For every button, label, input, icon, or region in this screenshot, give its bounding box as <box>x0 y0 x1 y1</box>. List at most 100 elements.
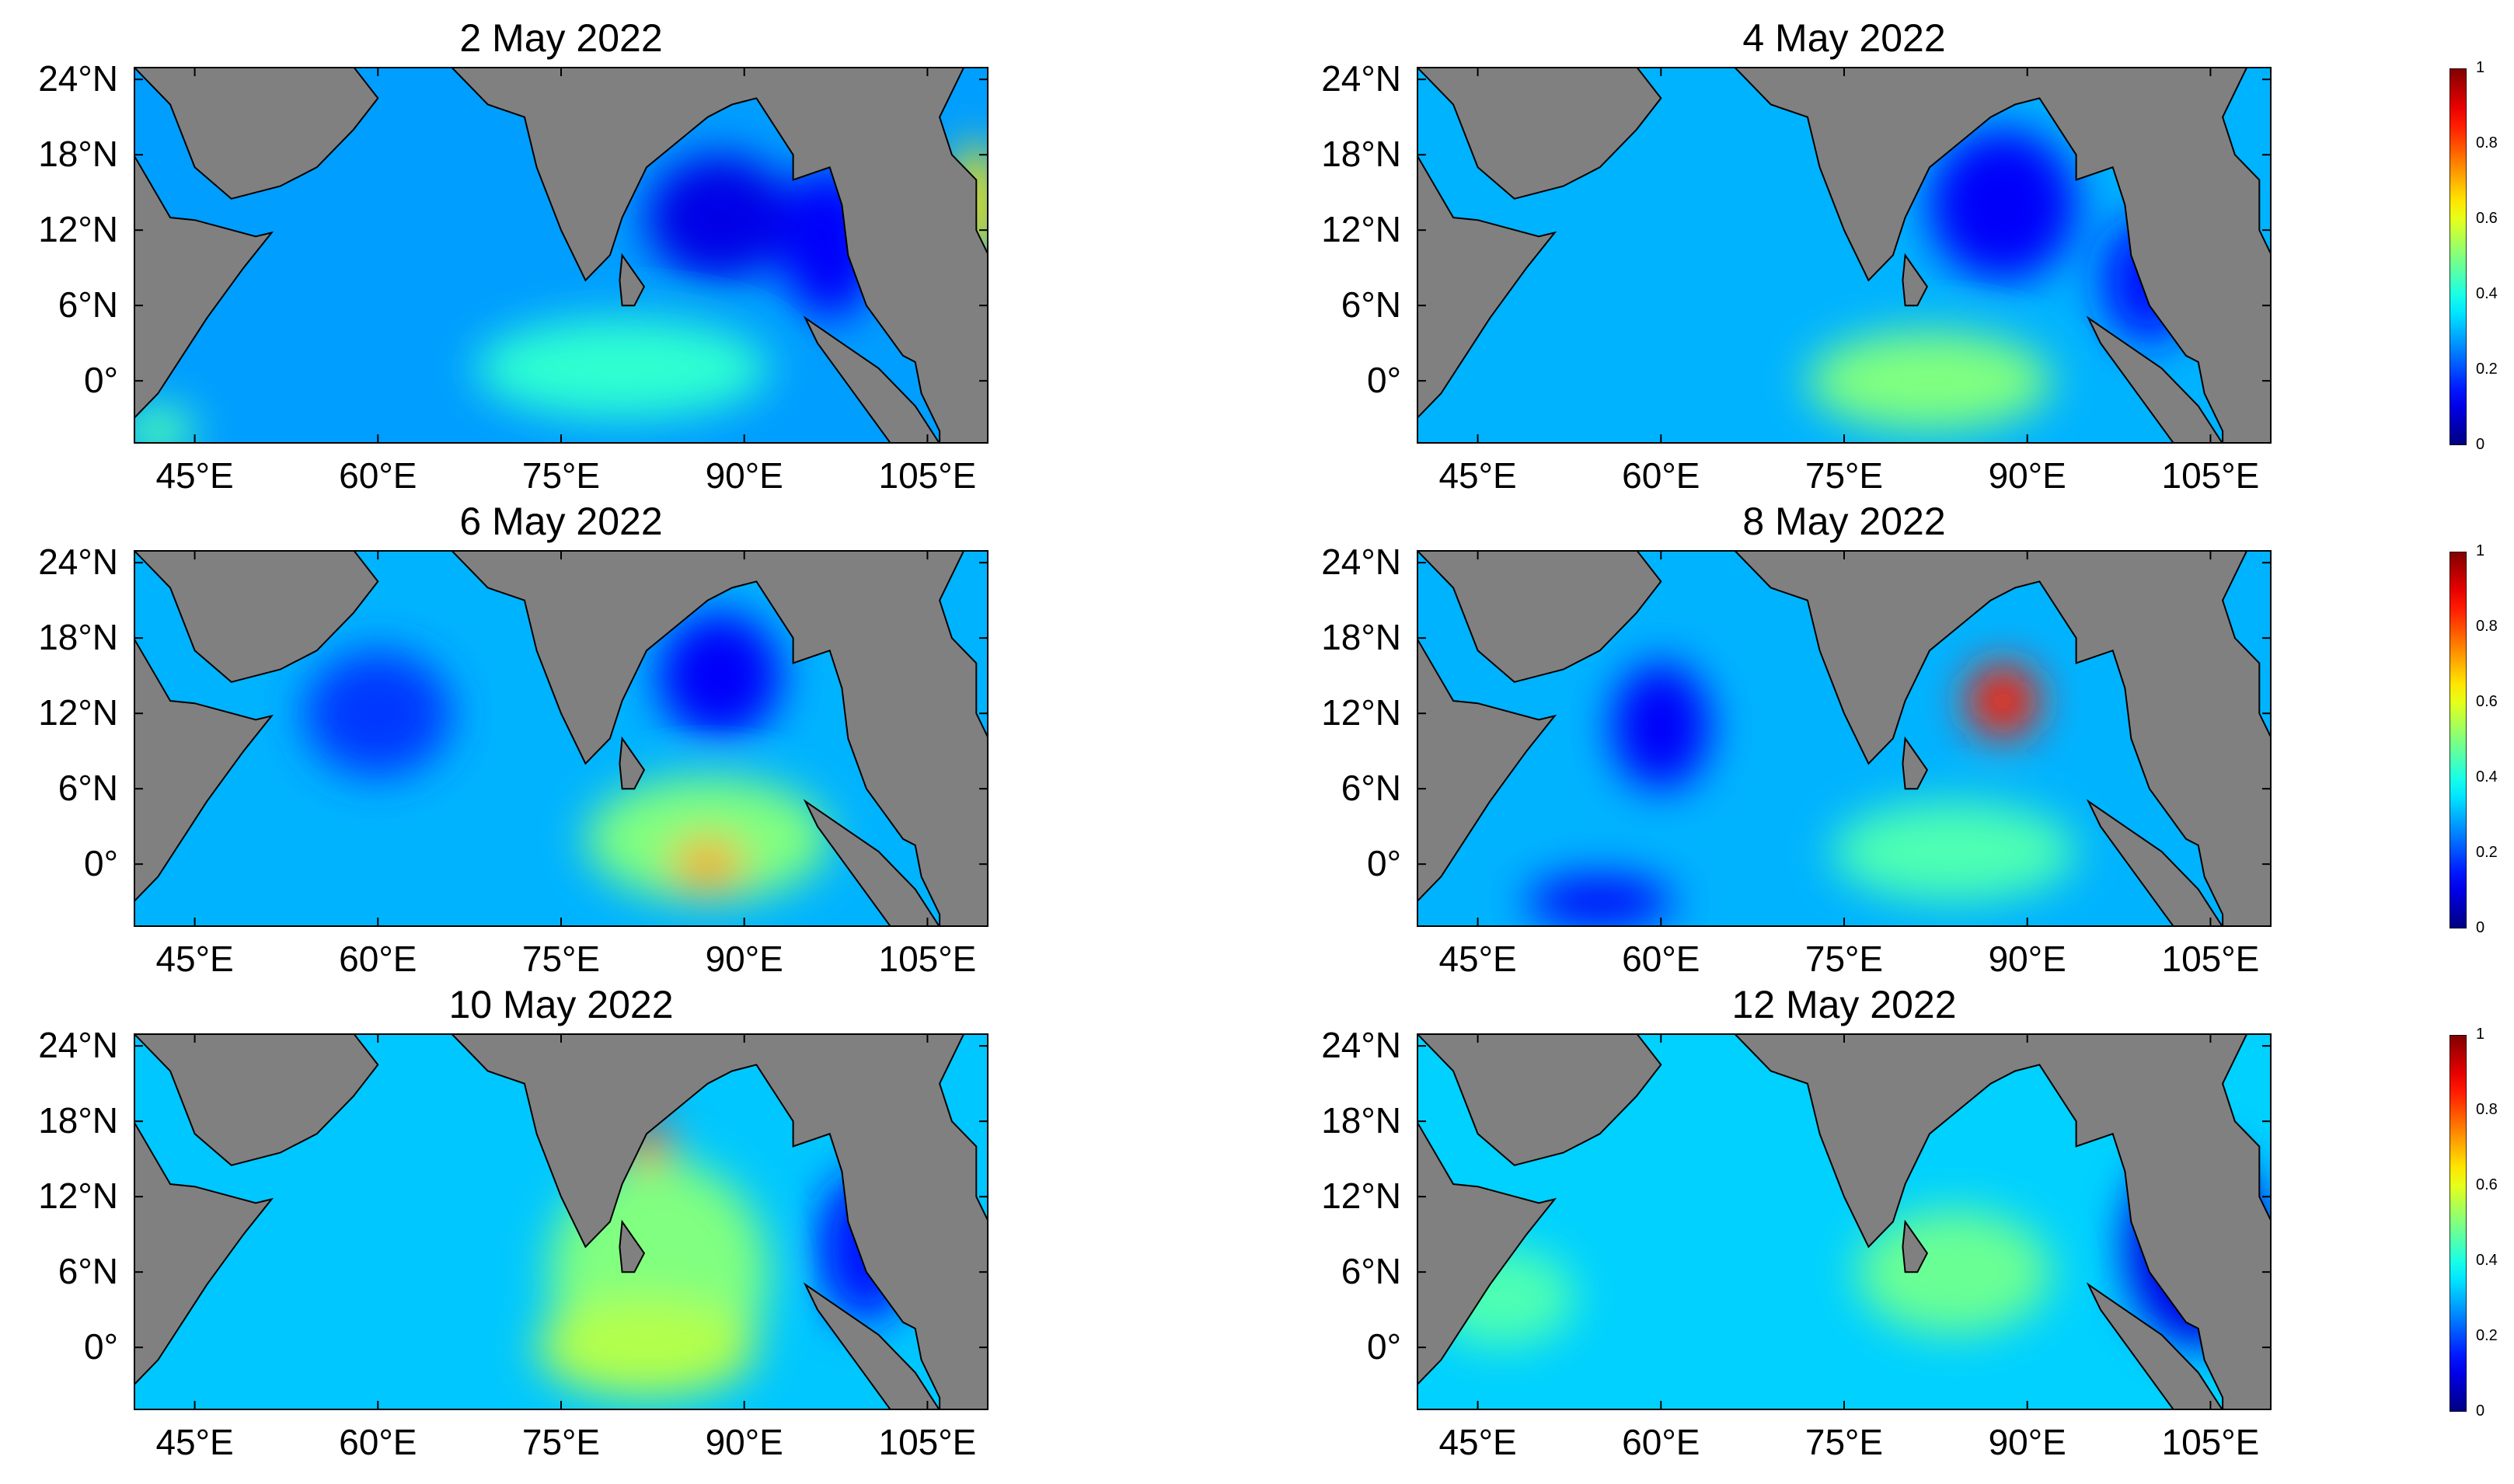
land-mass <box>2086 315 2224 444</box>
y-tick-label: 18°N <box>1321 134 1401 175</box>
field-feature <box>476 318 769 419</box>
land-mass <box>803 1282 941 1410</box>
x-tick-label: 90°E <box>705 1422 783 1462</box>
land-mass <box>134 550 379 683</box>
colorbar-tick-label: 0.2 <box>2476 361 2498 378</box>
y-tick-label: 6°N <box>1341 284 1401 326</box>
x-tick-label: 45°E <box>1438 455 1517 496</box>
x-tick-label: 60°E <box>1622 1422 1700 1462</box>
colorbar-gradient <box>2449 552 2467 928</box>
colorbar-tick-label: 0.8 <box>2476 618 2498 635</box>
y-tick-label: 24°N <box>1321 542 1401 583</box>
colorbar-tick-label: 1 <box>2476 542 2485 559</box>
land-mass <box>1685 67 2272 444</box>
land-mass <box>1417 67 1557 420</box>
land-mass <box>134 67 274 420</box>
land-mass <box>619 736 646 790</box>
x-tick-label: 105°E <box>878 455 977 496</box>
y-tick-label: 24°N <box>1321 1025 1401 1066</box>
x-tick-label: 90°E <box>1988 1422 2066 1462</box>
heatmap-panel <box>134 67 989 444</box>
colorbar-gradient <box>2449 1035 2467 1412</box>
x-tick-label: 105°E <box>878 1422 977 1462</box>
colorbar-tick-label: 0.4 <box>2476 768 2498 786</box>
field-feature <box>536 1297 757 1398</box>
land-mass <box>1902 736 1929 790</box>
colorbar-tick-label: 0.6 <box>2476 693 2498 710</box>
y-tick-label: 24°N <box>1321 58 1401 99</box>
y-tick-label: 0° <box>84 1326 118 1367</box>
x-tick-label: 60°E <box>1622 939 1700 979</box>
colorbar-tick-label: 0.6 <box>2476 1176 2498 1193</box>
x-tick-label: 90°E <box>1988 455 2066 496</box>
land-mass <box>1685 550 2272 927</box>
x-tick-label: 60°E <box>1622 455 1700 496</box>
field-anomalies <box>305 612 830 902</box>
y-tick-label: 0° <box>84 843 118 884</box>
colorbar <box>2449 68 2467 445</box>
panel-title: 2 May 2022 <box>459 16 663 60</box>
land-mass <box>619 1219 646 1273</box>
colorbar-tick-label: 1 <box>2476 1026 2485 1043</box>
y-tick-label: 24°N <box>38 1025 118 1066</box>
x-tick-label: 90°E <box>705 939 783 979</box>
colorbar-gradient <box>2449 68 2467 445</box>
colorbar <box>2449 1035 2467 1412</box>
panel-title: 12 May 2022 <box>1731 983 1957 1026</box>
y-tick-label: 18°N <box>38 617 118 658</box>
x-tick-label: 90°E <box>1988 939 2066 979</box>
field-feature <box>134 406 195 444</box>
land-mass <box>1685 1033 2272 1410</box>
land-mass <box>1417 550 1662 683</box>
land-mass <box>1902 1219 1929 1273</box>
colorbar-tick-label: 0 <box>2476 919 2485 936</box>
land-mass <box>402 67 989 444</box>
land-mass <box>1417 67 1662 200</box>
land-mass <box>1417 1033 1662 1166</box>
x-tick-label: 105°E <box>878 939 977 979</box>
colorbar-tick-label: 0.2 <box>2476 1327 2498 1344</box>
x-tick-label: 75°E <box>1804 939 1884 979</box>
y-tick-label: 0° <box>1367 360 1401 401</box>
field-feature <box>1966 663 2040 739</box>
land-mass <box>134 1033 274 1387</box>
land-mass <box>2086 1282 2224 1410</box>
y-tick-label: 0° <box>1367 843 1401 884</box>
y-tick-label: 6°N <box>58 1251 118 1292</box>
field-feature <box>305 650 452 776</box>
y-tick-label: 24°N <box>38 58 118 99</box>
land-mass <box>134 67 379 200</box>
colorbar-tick-label: 0.8 <box>2476 1101 2498 1118</box>
land-mass <box>402 1033 989 1410</box>
panel-title: 8 May 2022 <box>1742 500 1946 543</box>
land-mass <box>1417 1033 1557 1387</box>
y-tick-label: 12°N <box>38 209 118 250</box>
y-tick-label: 12°N <box>1321 692 1401 733</box>
land-mass <box>1902 253 1929 307</box>
x-tick-label: 75°E <box>521 939 601 979</box>
heatmap-panel <box>1417 1033 2272 1410</box>
x-tick-label: 45°E <box>155 939 234 979</box>
colorbar-tick-label: 0.2 <box>2476 844 2498 861</box>
y-tick-label: 12°N <box>1321 209 1401 250</box>
y-tick-label: 12°N <box>38 1176 118 1217</box>
x-tick-label: 105°E <box>2161 1422 2260 1462</box>
land-mass <box>134 550 274 904</box>
y-tick-label: 0° <box>1367 1326 1401 1367</box>
x-tick-label: 45°E <box>1438 1422 1517 1462</box>
land-mass <box>803 799 941 927</box>
field-feature <box>1832 801 2076 902</box>
x-tick-label: 75°E <box>521 455 601 496</box>
panel-title: 6 May 2022 <box>459 500 663 543</box>
field-feature <box>647 155 793 280</box>
heatmap-panel <box>134 1033 989 1410</box>
y-tick-label: 18°N <box>1321 617 1401 658</box>
colorbar <box>2449 552 2467 928</box>
y-tick-label: 6°N <box>1341 1251 1401 1292</box>
y-tick-label: 18°N <box>1321 1100 1401 1141</box>
colorbar-tick-label: 0.6 <box>2476 210 2498 227</box>
land-mass <box>402 550 989 927</box>
land-mass <box>2086 799 2224 927</box>
x-tick-label: 60°E <box>339 1422 417 1462</box>
